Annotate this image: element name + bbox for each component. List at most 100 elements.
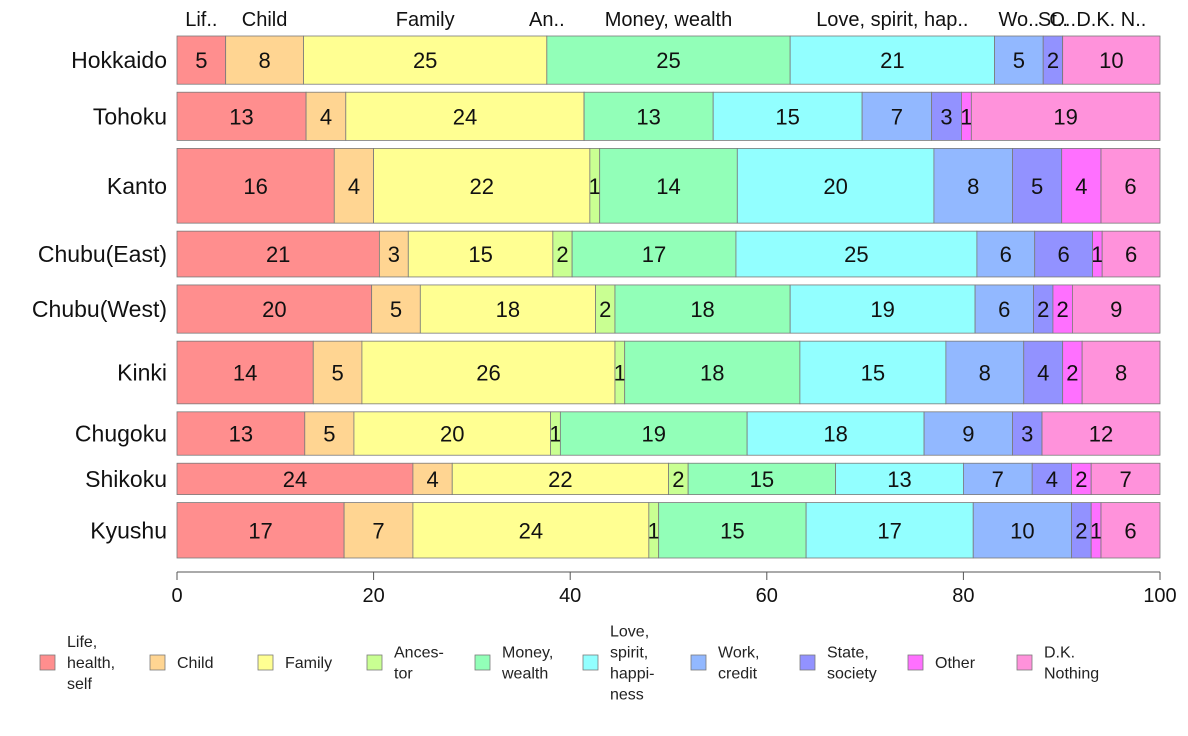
bar-segment [583,91,714,141]
data-label: 1 [648,518,660,543]
data-label: 21 [880,48,904,73]
bar-segment [712,91,863,141]
data-label: 4 [1037,360,1049,385]
category-label: Chubu(East) [38,241,167,267]
data-label: 13 [229,104,253,129]
bar-segment [1012,148,1063,224]
data-label: 2 [1047,48,1059,73]
data-label: 15 [775,104,799,129]
bar-segment [933,148,1013,224]
top-label: Lif.. [185,9,217,31]
data-label: 8 [967,174,979,199]
data-label: 18 [700,360,724,385]
data-label: 6 [1124,518,1136,543]
data-label: 26 [476,360,500,385]
data-label: 20 [823,174,847,199]
data-label: 5 [1013,48,1025,73]
data-label: 15 [861,360,885,385]
data-label: 15 [720,518,744,543]
data-label: 2 [599,297,611,322]
bar-segment [1031,462,1072,495]
category-label: Kinki [117,359,167,385]
data-label: 12 [1089,422,1113,447]
data-label: 5 [331,360,343,385]
data-label: 17 [877,518,901,543]
category-label: Tohoku [93,103,167,129]
data-label: 15 [468,242,492,267]
legend-swatch [907,654,924,671]
data-label: 2 [1075,467,1087,492]
bar-segment [305,91,347,141]
data-label: 7 [992,467,1004,492]
bar-segment [945,340,1025,405]
data-label: 8 [979,360,991,385]
data-label: 13 [887,467,911,492]
legend-label: Family [285,655,332,672]
bar-segment [1081,340,1161,405]
data-label: 24 [453,104,477,129]
data-label: 6 [1000,242,1012,267]
x-tick-label: 20 [362,585,384,607]
top-label: An.. [529,9,565,31]
category-label: Chugoku [75,421,167,447]
data-label: 20 [440,422,464,447]
data-label: 2 [1075,518,1087,543]
top-label: Love, spirit, hap.. [816,9,968,31]
data-label: 24 [283,467,307,492]
bar-segment [353,411,551,456]
data-label: 4 [348,174,360,199]
data-label: 19 [642,422,666,447]
data-label: 8 [1115,360,1127,385]
legend-swatch [257,654,274,671]
legend-label: Work, credit [718,645,759,683]
category-label: Chubu(West) [32,296,167,322]
data-label: 1 [960,104,972,129]
data-label: 25 [656,48,680,73]
bar-segment [176,230,380,278]
bar-segment [345,91,585,141]
data-label: 3 [940,104,952,129]
legend-swatch [799,654,816,671]
bar-segment [361,340,616,405]
data-label: 6 [1124,174,1136,199]
bar-segment [599,148,738,224]
top-label: O.. [1049,9,1076,31]
bar-segment [176,35,227,85]
bar-segment [303,35,548,85]
bar-segment [312,340,363,405]
data-label: 21 [266,242,290,267]
data-label: 2 [1037,297,1049,322]
bar-segment [419,284,596,334]
x-tick-label: 40 [559,585,581,607]
data-label: 19 [1053,104,1077,129]
data-label: 6 [1125,242,1137,267]
data-label: 10 [1010,518,1034,543]
category-label: Shikoku [85,466,167,492]
data-label: 4 [426,467,438,492]
data-label: 3 [1021,422,1033,447]
bar-segment [1023,340,1064,405]
x-tick-label: 0 [171,585,182,607]
bar-segment [371,284,421,334]
bar-segment [343,502,414,559]
legend-label: Money, wealth [501,645,553,683]
top-label: Wo.. [998,9,1039,31]
legend-swatch [39,654,56,671]
bar-segment [176,502,345,559]
legend-swatch [149,654,166,671]
legend-label: D.K. Nothing [1044,645,1099,683]
bar-segment [176,411,306,456]
data-label: 25 [413,48,437,73]
legend-swatch [1016,654,1033,671]
data-label: 6 [998,297,1010,322]
bar-segment [176,148,335,224]
data-label: 2 [556,242,568,267]
bar-segment [799,340,947,405]
bar-segment [333,148,374,224]
data-label: 6 [1058,242,1070,267]
data-label: 5 [195,48,207,73]
top-label: Money, wealth [605,9,732,31]
bar-segment [1090,462,1161,495]
data-label: 7 [891,104,903,129]
top-label: Family [396,9,455,31]
